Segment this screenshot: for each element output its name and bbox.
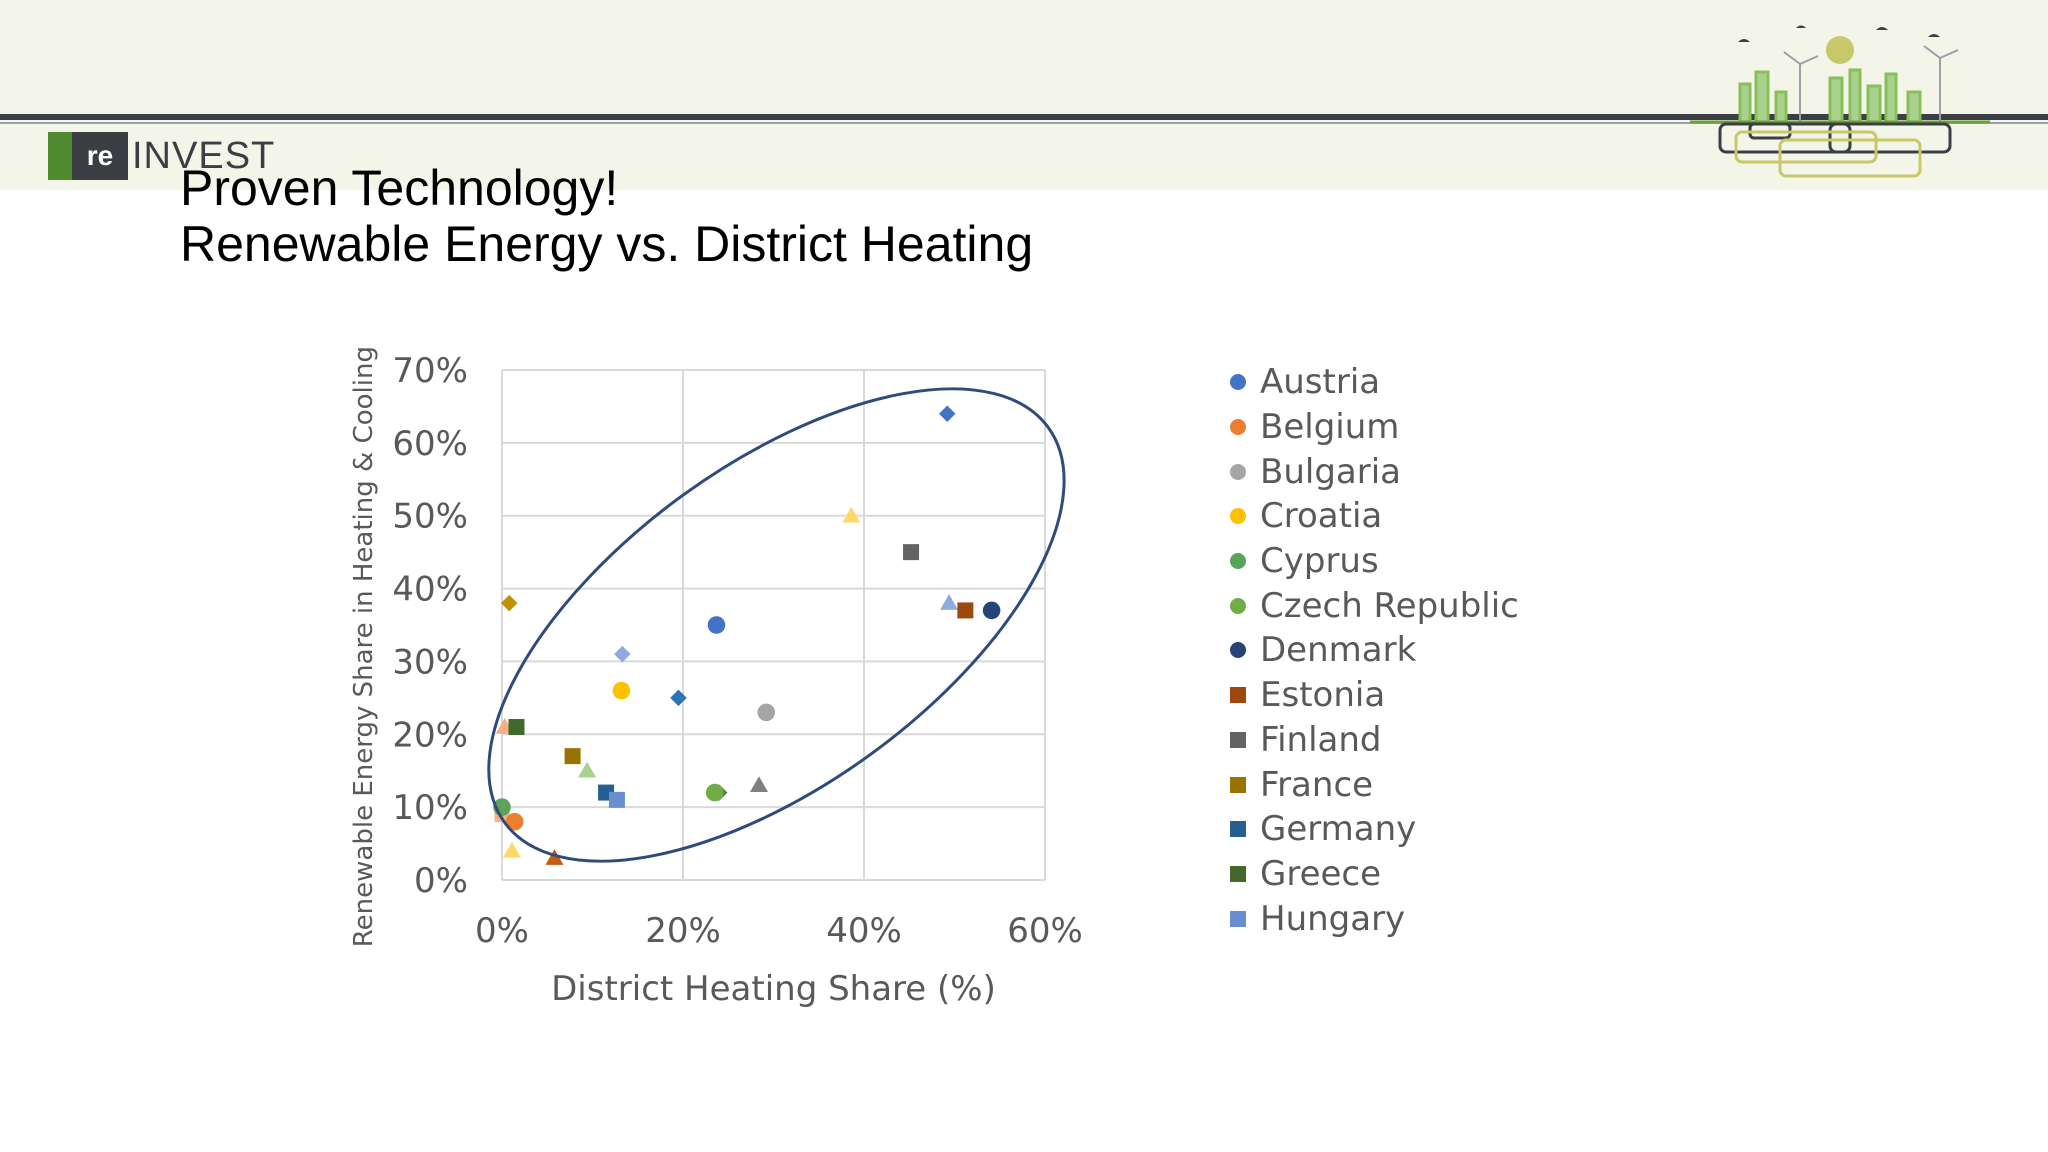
x-tick-label: 0% (475, 911, 529, 951)
data-point (545, 849, 564, 865)
data-point (750, 776, 769, 793)
legend-item: Hungary (1230, 896, 1650, 941)
legend-label: Czech Republic (1260, 585, 1519, 626)
data-point (608, 791, 625, 808)
legend-item: Denmark (1230, 628, 1650, 673)
legend-label: Estonia (1260, 675, 1386, 716)
legend-marker-icon (1230, 508, 1246, 525)
highlight-ellipse (487, 387, 1066, 863)
legend-marker-icon (1230, 374, 1246, 391)
data-point (939, 405, 956, 422)
legend-label: France (1260, 764, 1374, 805)
logo-green-bar (48, 132, 72, 180)
data-point (757, 703, 776, 722)
legend-marker-icon (1230, 687, 1246, 704)
legend-marker-icon (1230, 776, 1246, 793)
data-point (614, 645, 631, 663)
city-skyline-icon (1690, 25, 1990, 178)
legend-marker-icon (1230, 419, 1246, 436)
header-divider (0, 114, 2048, 120)
legend-item: Estonia (1230, 673, 1650, 718)
data-point (612, 681, 631, 700)
y-tick-label: 50% (392, 497, 468, 537)
legend-marker-icon (1230, 642, 1246, 659)
reinvest-logo: re INVEST (48, 132, 275, 180)
chart-legend: Austria Belgium Bulgaria Croatia Cyprus Czech… (1230, 360, 1650, 941)
data-point (578, 761, 597, 778)
legend-label: Bulgaria (1260, 451, 1401, 492)
y-tick-label: 40% (392, 570, 468, 610)
data-point (957, 602, 974, 619)
legend-marker-icon (1230, 597, 1246, 614)
header-band (0, 0, 2048, 190)
legend-label: Germany (1260, 809, 1417, 850)
data-point (982, 601, 1001, 620)
data-point (505, 812, 524, 831)
legend-marker-icon (1230, 865, 1246, 882)
legend-item: Austria (1230, 360, 1650, 405)
data-point (502, 841, 521, 858)
scatter-chart: 0% 10% 20% 30% 40% 50% 60% 70% 0% 20% 40% 60% Distri… (349, 345, 1083, 1009)
legend-label: Croatia (1260, 496, 1383, 537)
y-tick-label: 20% (392, 715, 468, 755)
legend-item: France (1230, 762, 1650, 807)
data-point (707, 616, 726, 634)
legend-marker-icon (1230, 821, 1246, 838)
y-tick-label: 30% (392, 642, 468, 682)
header-divider-thin (0, 122, 2048, 124)
legend-item: Greece (1230, 852, 1650, 897)
legend-label: Cyprus (1260, 541, 1379, 582)
legend-item: Germany (1230, 807, 1650, 852)
slide-title: Proven Technology! Renewable Energy vs. … (180, 160, 1034, 272)
x-tick-label: 40% (826, 911, 902, 951)
y-tick-label: 10% (392, 788, 468, 828)
data-point (564, 748, 581, 765)
x-axis-title: District Heating Share (%) (551, 969, 996, 1009)
data-point (842, 506, 861, 523)
y-axis-title: Renewable Energy Share in Heating & Cool… (349, 345, 379, 947)
x-tick-label: 60% (1007, 911, 1083, 951)
legend-label: Austria (1260, 362, 1381, 403)
legend-item: Bulgaria (1230, 449, 1650, 494)
legend-item: Cyprus (1230, 539, 1650, 584)
legend-item: Croatia (1230, 494, 1650, 539)
data-point (508, 719, 525, 735)
legend-label: Belgium (1260, 407, 1400, 448)
legend-item: Belgium (1230, 405, 1650, 450)
logo-name: INVEST (132, 134, 276, 177)
legend-marker-icon (1230, 463, 1246, 480)
data-point (670, 689, 687, 707)
legend-marker-icon (1230, 553, 1246, 570)
y-tick-label: 60% (392, 424, 468, 464)
x-tick-label: 20% (645, 911, 721, 951)
logo-prefix: re (72, 132, 128, 180)
data-point (500, 594, 518, 612)
legend-label: Greece (1260, 853, 1382, 894)
legend-label: Finland (1260, 719, 1382, 760)
legend-label: Hungary (1260, 898, 1406, 939)
legend-label: Denmark (1260, 630, 1417, 671)
data-point (940, 594, 959, 610)
y-tick-label: 70% (392, 351, 468, 391)
legend-item: Finland (1230, 718, 1650, 763)
data-point (903, 544, 920, 561)
legend-item: Czech Republic (1230, 583, 1650, 628)
data-point (705, 783, 724, 802)
y-tick-label: 0% (414, 861, 468, 901)
legend-marker-icon (1230, 731, 1246, 748)
legend-marker-icon (1230, 910, 1246, 927)
